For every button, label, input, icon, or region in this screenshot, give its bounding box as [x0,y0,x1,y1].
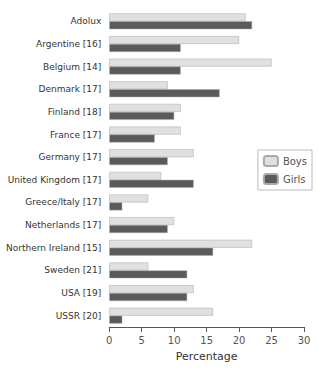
svg-text:United Kingdom [17]: United Kingdom [17] [8,175,102,185]
svg-text:10: 10 [168,335,181,346]
svg-text:Greece/Italy [17]: Greece/Italy [17] [25,197,101,207]
svg-text:25: 25 [265,335,278,346]
svg-text:USSR [20]: USSR [20] [56,311,102,321]
svg-text:Denmark [17]: Denmark [17] [39,84,102,94]
svg-text:5: 5 [139,335,145,346]
svg-text:Girls: Girls [283,174,306,185]
svg-text:20: 20 [233,335,246,346]
svg-text:Belgium [14]: Belgium [14] [43,62,101,72]
svg-text:Germany [17]: Germany [17] [39,152,102,162]
svg-text:0: 0 [106,335,112,346]
svg-text:Sweden [21]: Sweden [21] [44,265,101,275]
svg-text:Netherlands [17]: Netherlands [17] [25,220,101,230]
svg-text:Percentage: Percentage [176,350,238,363]
svg-text:Boys: Boys [283,156,307,167]
svg-text:Northern Ireland [15]: Northern Ireland [15] [6,243,101,253]
svg-text:15: 15 [200,335,213,346]
svg-text:Adolux: Adolux [71,16,102,26]
svg-text:Finland [18]: Finland [18] [48,107,102,117]
svg-text:30: 30 [298,335,311,346]
svg-text:Argentine [16]: Argentine [16] [36,39,101,49]
svg-text:France [17]: France [17] [50,130,101,140]
svg-text:USA [19]: USA [19] [61,288,101,298]
